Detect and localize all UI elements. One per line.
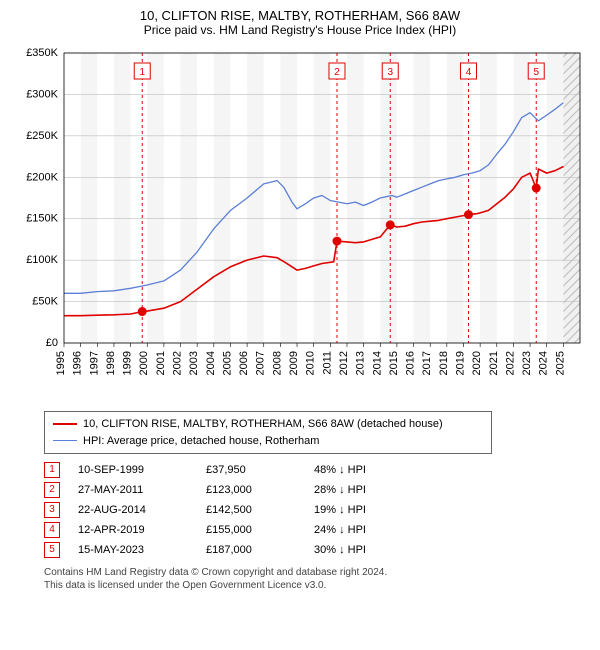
price-chart: £0 £50K £100K £150K £200K £250K £300K £350K 1995… xyxy=(8,43,592,403)
legend: 10, CLIFTON RISE, MALTBY, ROTHERHAM, S66… xyxy=(44,411,492,454)
svg-text:2020: 2020 xyxy=(471,351,483,375)
event-date: 15-MAY-2023 xyxy=(78,544,188,556)
svg-text:2009: 2009 xyxy=(288,351,300,375)
footer: Contains HM Land Registry data © Crown c… xyxy=(44,566,592,592)
event-price: £142,500 xyxy=(206,504,296,516)
svg-text:2022: 2022 xyxy=(504,351,516,375)
svg-text:1996: 1996 xyxy=(72,351,84,375)
svg-text:£50K: £50K xyxy=(32,296,58,308)
legend-label: HPI: Average price, detached house, Roth… xyxy=(83,433,319,450)
event-marker: 4 xyxy=(44,522,60,538)
event-row: 1 10-SEP-1999 £37,950 48% ↓ HPI xyxy=(44,460,592,480)
event-price: £123,000 xyxy=(206,484,296,496)
svg-text:£0: £0 xyxy=(46,337,58,349)
svg-text:4: 4 xyxy=(466,67,472,78)
event-date: 22-AUG-2014 xyxy=(78,504,188,516)
svg-text:2007: 2007 xyxy=(255,351,267,375)
svg-text:2000: 2000 xyxy=(138,351,150,375)
svg-text:1995: 1995 xyxy=(55,351,67,375)
svg-text:£250K: £250K xyxy=(26,130,58,142)
event-marker: 1 xyxy=(44,462,60,478)
svg-text:2003: 2003 xyxy=(188,351,200,375)
legend-item: 10, CLIFTON RISE, MALTBY, ROTHERHAM, S66… xyxy=(53,416,483,433)
svg-text:2006: 2006 xyxy=(238,351,250,375)
svg-text:£300K: £300K xyxy=(26,88,58,100)
svg-text:2012: 2012 xyxy=(338,351,350,375)
svg-text:2004: 2004 xyxy=(205,351,217,375)
event-date: 27-MAY-2011 xyxy=(78,484,188,496)
event-diff: 24% ↓ HPI xyxy=(314,524,366,536)
svg-text:1997: 1997 xyxy=(88,351,100,375)
svg-text:2024: 2024 xyxy=(538,351,550,375)
event-row: 4 12-APR-2019 £155,000 24% ↓ HPI xyxy=(44,520,592,540)
svg-text:£100K: £100K xyxy=(26,254,58,266)
event-marker: 2 xyxy=(44,482,60,498)
svg-text:£350K: £350K xyxy=(26,47,58,59)
svg-text:5: 5 xyxy=(533,67,539,78)
svg-text:£200K: £200K xyxy=(26,171,58,183)
svg-text:1: 1 xyxy=(139,67,145,78)
svg-text:2008: 2008 xyxy=(271,351,283,375)
svg-text:2019: 2019 xyxy=(454,351,466,375)
svg-text:1999: 1999 xyxy=(122,351,134,375)
legend-item: HPI: Average price, detached house, Roth… xyxy=(53,433,483,450)
chart-svg: £0 £50K £100K £150K £200K £250K £300K £350K 1995… xyxy=(8,43,588,403)
svg-text:2023: 2023 xyxy=(521,351,533,375)
event-diff: 28% ↓ HPI xyxy=(314,484,366,496)
event-price: £155,000 xyxy=(206,524,296,536)
legend-swatch xyxy=(53,440,77,441)
svg-text:2001: 2001 xyxy=(155,351,167,375)
event-marker: 3 xyxy=(44,502,60,518)
svg-text:2016: 2016 xyxy=(405,351,417,375)
event-row: 5 15-MAY-2023 £187,000 30% ↓ HPI xyxy=(44,540,592,560)
event-date: 12-APR-2019 xyxy=(78,524,188,536)
footer-line-1: Contains HM Land Registry data © Crown c… xyxy=(44,566,592,579)
legend-label: 10, CLIFTON RISE, MALTBY, ROTHERHAM, S66… xyxy=(83,416,443,433)
svg-text:1998: 1998 xyxy=(105,351,117,375)
event-diff: 48% ↓ HPI xyxy=(314,464,366,476)
svg-text:2011: 2011 xyxy=(321,351,333,375)
svg-text:2014: 2014 xyxy=(371,351,383,375)
svg-text:2017: 2017 xyxy=(421,351,433,375)
event-diff: 30% ↓ HPI xyxy=(314,544,366,556)
event-price: £37,950 xyxy=(206,464,296,476)
event-diff: 19% ↓ HPI xyxy=(314,504,366,516)
event-row: 2 27-MAY-2011 £123,000 28% ↓ HPI xyxy=(44,480,592,500)
event-date: 10-SEP-1999 xyxy=(78,464,188,476)
svg-text:2018: 2018 xyxy=(438,351,450,375)
svg-text:2002: 2002 xyxy=(172,351,184,375)
event-row: 3 22-AUG-2014 £142,500 19% ↓ HPI xyxy=(44,500,592,520)
svg-text:2005: 2005 xyxy=(221,351,233,375)
sale-events-table: 1 10-SEP-1999 £37,950 48% ↓ HPI 2 27-MAY-2011… xyxy=(44,460,592,560)
event-marker: 5 xyxy=(44,542,60,558)
legend-swatch xyxy=(53,423,77,425)
svg-text:£150K: £150K xyxy=(26,213,58,225)
svg-text:2: 2 xyxy=(334,67,340,78)
svg-text:2013: 2013 xyxy=(355,351,367,375)
svg-text:3: 3 xyxy=(387,67,393,78)
event-price: £187,000 xyxy=(206,544,296,556)
footer-line-2: This data is licensed under the Open Gov… xyxy=(44,579,592,592)
svg-text:2025: 2025 xyxy=(554,351,566,375)
page-subtitle: Price paid vs. HM Land Registry's House … xyxy=(8,23,592,37)
svg-text:2021: 2021 xyxy=(488,351,500,375)
svg-text:2010: 2010 xyxy=(305,351,317,375)
page-title: 10, CLIFTON RISE, MALTBY, ROTHERHAM, S66… xyxy=(8,8,592,23)
svg-text:2015: 2015 xyxy=(388,351,400,375)
